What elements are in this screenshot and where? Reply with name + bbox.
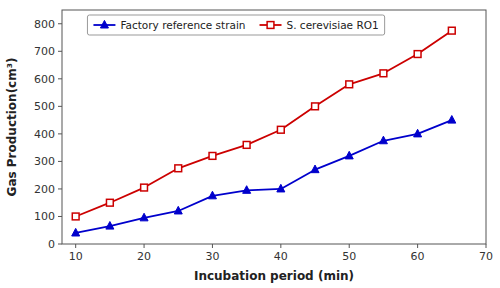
point <box>448 27 455 34</box>
x-tick-label: 50 <box>342 250 356 263</box>
x-tick-label: 60 <box>411 250 425 263</box>
point <box>140 213 148 221</box>
legend-label: Factory reference strain <box>120 19 245 31</box>
point <box>448 116 456 124</box>
point <box>72 228 80 236</box>
y-tick <box>58 133 62 134</box>
x-tick <box>212 244 213 248</box>
point <box>243 141 250 148</box>
plot-area <box>72 27 456 236</box>
x-tick-label: 70 <box>479 250 493 263</box>
legend-marker <box>267 22 274 29</box>
series <box>72 27 455 220</box>
legend-box <box>87 15 384 35</box>
point <box>379 136 387 144</box>
y-tick <box>58 216 62 217</box>
x-tick-label: 20 <box>137 250 151 263</box>
point <box>311 165 319 173</box>
y-tick <box>58 244 62 245</box>
point <box>175 165 182 172</box>
y-tick-label: 100 <box>34 210 55 223</box>
y-tick-label: 400 <box>34 128 55 141</box>
series-line <box>76 31 452 217</box>
y-tick-label: 300 <box>34 155 55 168</box>
y-tick-label: 200 <box>34 183 55 196</box>
point <box>208 191 216 199</box>
point <box>346 81 353 88</box>
point <box>277 184 285 192</box>
legend: Factory reference strain S. cerevisiae RO… <box>87 15 384 35</box>
y-tick <box>58 188 62 189</box>
y-tick-label: 500 <box>34 100 55 113</box>
plot-frame <box>62 10 486 244</box>
y-tick <box>58 23 62 24</box>
x-tick <box>349 244 350 248</box>
y-tick <box>58 106 62 107</box>
point <box>312 103 319 110</box>
point <box>209 153 216 160</box>
point <box>106 199 113 206</box>
x-tick-label: 40 <box>274 250 288 263</box>
y-tick-label: 700 <box>34 45 55 58</box>
x-tick <box>417 244 418 248</box>
y-axis-label: Gas Production(cm³) <box>5 58 19 197</box>
point <box>243 186 251 194</box>
y-tick-label: 800 <box>34 18 55 31</box>
y-tick <box>58 78 62 79</box>
legend-marker <box>100 20 108 28</box>
point <box>277 126 284 133</box>
chart: 102030405060700100200300400500600700800I… <box>0 0 500 288</box>
point <box>414 129 422 137</box>
legend-label: S. cerevisiae RO1 <box>287 19 379 31</box>
x-axis-label: Incubation period (min) <box>194 269 354 283</box>
x-tick <box>75 244 76 248</box>
x-tick <box>486 244 487 248</box>
point <box>345 151 353 159</box>
x-tick <box>144 244 145 248</box>
point <box>72 213 79 220</box>
y-tick <box>58 161 62 162</box>
series <box>72 116 456 236</box>
y-tick-label: 600 <box>34 73 55 86</box>
y-tick <box>58 51 62 52</box>
y-tick-label: 0 <box>48 238 55 251</box>
x-tick <box>280 244 281 248</box>
point <box>380 70 387 77</box>
point <box>414 51 421 58</box>
point <box>106 222 114 230</box>
x-tick-label: 30 <box>205 250 219 263</box>
axes: 102030405060700100200300400500600700800 <box>34 10 493 263</box>
x-tick-label: 10 <box>69 250 83 263</box>
point <box>141 184 148 191</box>
point <box>174 206 182 214</box>
